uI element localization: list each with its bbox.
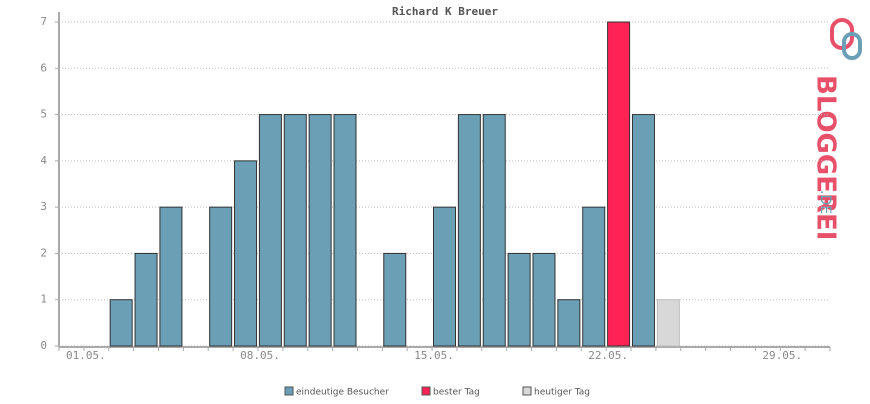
legend-label: bester Tag [433, 388, 480, 398]
legend: eindeutige Besucher bester Tag heutiger Ta… [284, 386, 590, 398]
logo: BLOGGEREI .DE [811, 75, 841, 240]
bar [656, 299, 680, 347]
bar [433, 206, 456, 347]
bar [532, 252, 556, 347]
bar [209, 206, 233, 347]
bar [582, 206, 606, 347]
bar [258, 114, 282, 347]
x-tick-label: 01.05. [66, 349, 106, 362]
bar [557, 299, 581, 347]
bar [134, 252, 158, 347]
legend-swatch [522, 386, 532, 396]
y-tick-label: 1 [40, 293, 47, 306]
bar [283, 114, 307, 347]
bar [234, 160, 258, 347]
bar [159, 206, 183, 347]
bar [109, 299, 133, 347]
bar [457, 114, 481, 347]
x-tick-label: 15.05. [414, 349, 454, 362]
logo-icon [830, 18, 862, 60]
bar [383, 252, 407, 347]
x-tick-label: 08.05. [240, 349, 280, 362]
y-tick-label: 3 [40, 200, 47, 213]
y-tick-label: 0 [40, 339, 47, 352]
y-tick-label: 6 [40, 61, 47, 74]
bar [507, 252, 531, 347]
logo-text: BLOGGEREI [811, 75, 841, 240]
legend-swatch [284, 386, 294, 396]
logo-suffix: .DE [817, 190, 833, 214]
y-tick-label: 7 [40, 15, 47, 28]
x-tick-label: 22.05. [588, 349, 628, 362]
y-tick-label: 2 [40, 246, 47, 259]
bar [607, 21, 631, 347]
legend-swatch [421, 386, 431, 396]
x-tick-label: 29.05. [762, 349, 802, 362]
legend-label: heutiger Tag [534, 388, 590, 398]
bar [308, 114, 332, 347]
bar [482, 114, 506, 347]
bar [631, 114, 655, 347]
legend-label: eindeutige Besucher [296, 388, 389, 398]
chart-title: Richard K Breuer [392, 5, 498, 18]
bar [333, 114, 357, 347]
y-tick-label: 5 [40, 108, 47, 121]
y-tick-label: 4 [40, 154, 47, 167]
